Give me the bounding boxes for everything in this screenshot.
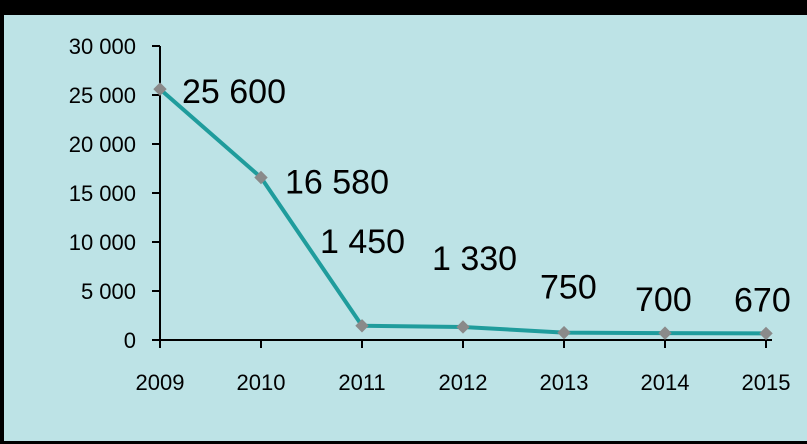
data-label: 700 [635, 281, 692, 319]
data-point [557, 325, 571, 340]
chart-background [4, 15, 807, 441]
x-tick-label: 2010 [237, 370, 286, 395]
y-tick-label: 15 000 [69, 181, 136, 206]
y-tick-label: 0 [124, 328, 136, 353]
x-tick-label: 2015 [742, 370, 791, 395]
y-tick-label: 20 000 [69, 132, 136, 157]
data-point [456, 320, 470, 334]
x-tick-label: 2013 [540, 370, 589, 395]
data-label: 1 450 [320, 223, 405, 261]
y-tick-label: 30 000 [69, 34, 136, 59]
data-label: 16 580 [285, 164, 389, 202]
data-label: 1 330 [432, 240, 517, 278]
data-label: 670 [734, 281, 791, 319]
x-tick-label: 2009 [136, 370, 185, 395]
x-tick-label: 2011 [338, 370, 385, 395]
data-label: 750 [540, 269, 597, 307]
data-point [355, 319, 369, 333]
data-point [254, 170, 268, 185]
data-point [658, 326, 672, 340]
data-label: 25 600 [182, 73, 286, 111]
data-point [153, 82, 167, 96]
y-tick-label: 5 000 [81, 279, 136, 304]
data-point [759, 326, 773, 341]
y-tick-label: 25 000 [69, 83, 136, 108]
y-tick-label: 10 000 [69, 230, 136, 255]
x-tick-label: 2014 [641, 370, 690, 395]
x-tick-label: 2012 [439, 370, 488, 395]
